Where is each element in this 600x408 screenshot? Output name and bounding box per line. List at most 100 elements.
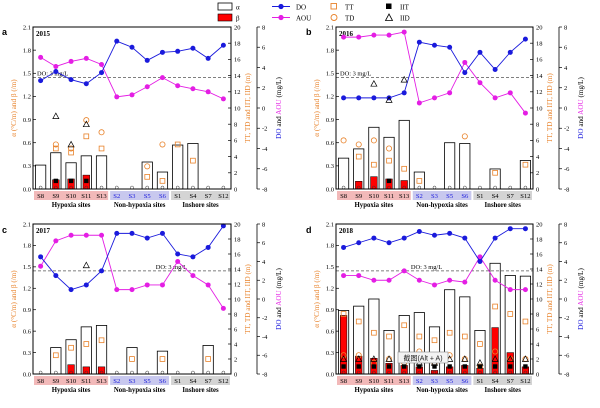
aou-point bbox=[507, 287, 513, 293]
right1-tick-label: 10 bbox=[536, 296, 543, 303]
it-point bbox=[386, 178, 392, 184]
aou-point bbox=[416, 277, 422, 283]
left-tick-label: 2.1 bbox=[326, 221, 334, 228]
site-label: S8 bbox=[37, 378, 45, 385]
iid-point bbox=[461, 355, 469, 362]
it-point bbox=[508, 364, 513, 369]
group-label: Hypoxia sites bbox=[355, 387, 394, 394]
do-threshold-label: DO: 3 mg/L bbox=[411, 264, 442, 271]
left-tick-label: 2.1 bbox=[23, 221, 31, 228]
alpha-bar bbox=[172, 144, 184, 190]
left-tick-label: 0.0 bbox=[23, 371, 31, 378]
td-point bbox=[355, 141, 362, 148]
site-group-band bbox=[110, 376, 170, 385]
aou-point bbox=[447, 277, 453, 283]
do-point bbox=[38, 78, 44, 84]
it-point bbox=[386, 364, 392, 369]
legend-beta-swatch bbox=[217, 13, 233, 22]
panel-year: 2017 bbox=[36, 227, 51, 235]
td-point bbox=[355, 352, 362, 359]
do-point bbox=[371, 95, 377, 101]
iid-point bbox=[52, 112, 60, 119]
do-point bbox=[175, 251, 181, 257]
aou-point bbox=[220, 96, 226, 102]
beta-bar bbox=[97, 366, 106, 375]
right2-tick-label: -8 bbox=[564, 371, 569, 378]
site-label: S1 bbox=[174, 193, 181, 200]
do-point bbox=[129, 230, 135, 236]
tt-point bbox=[355, 318, 362, 325]
right2-tick-label: -8 bbox=[262, 186, 267, 193]
right1-tick-label: 16 bbox=[234, 57, 241, 64]
tt-point bbox=[340, 311, 347, 317]
site-label: S1 bbox=[476, 193, 483, 200]
right1-tick-label: 10 bbox=[536, 105, 543, 112]
left-tick-label: 0.9 bbox=[23, 307, 31, 314]
aou-point bbox=[341, 273, 347, 279]
beta-bar bbox=[370, 176, 378, 190]
it-point bbox=[371, 364, 377, 369]
site-label: S2 bbox=[113, 378, 120, 385]
group-label: Non-hypoxia sites bbox=[114, 387, 166, 394]
site-label: S1 bbox=[476, 378, 483, 385]
aou-point bbox=[38, 54, 44, 60]
site-label: S5 bbox=[144, 193, 152, 200]
td-point bbox=[370, 137, 377, 144]
aou-point bbox=[401, 29, 407, 35]
right2-title-and: and bbox=[275, 306, 283, 320]
legend-tt-marker bbox=[330, 3, 337, 10]
site-group-band bbox=[34, 191, 109, 200]
aou-point bbox=[99, 61, 105, 67]
site-label: S11 bbox=[81, 378, 91, 385]
site-label: S10 bbox=[369, 193, 380, 200]
site-label: S2 bbox=[416, 193, 423, 200]
aou-point bbox=[99, 232, 105, 238]
aou-point bbox=[68, 58, 74, 64]
tt-point bbox=[522, 161, 529, 168]
right2-tick-label: 8 bbox=[262, 24, 265, 31]
site-label: S8 bbox=[340, 193, 348, 200]
site-label: S10 bbox=[369, 378, 380, 385]
right2-title-do: DO bbox=[275, 319, 283, 329]
aou-point bbox=[356, 273, 362, 279]
do-point bbox=[462, 70, 468, 76]
tt-point bbox=[68, 149, 74, 156]
right1-tick-label: 16 bbox=[536, 251, 543, 258]
site-group-band bbox=[337, 376, 411, 385]
site-label: S7 bbox=[507, 378, 515, 385]
do-point bbox=[190, 254, 196, 260]
aou-point bbox=[447, 90, 453, 96]
site-label: S7 bbox=[205, 193, 213, 200]
aou-point bbox=[477, 80, 483, 86]
right1-tick-label: 8 bbox=[536, 122, 539, 129]
aou-point bbox=[159, 75, 165, 81]
do-threshold-label: DO: 3 mg/L bbox=[340, 71, 371, 78]
tt-point bbox=[190, 157, 196, 164]
it-point bbox=[417, 364, 422, 369]
left-axis-title: α (°C/m) and β (/m) bbox=[313, 79, 321, 137]
panel-letter: b bbox=[306, 27, 312, 37]
right2-tick-label: 0 bbox=[564, 296, 567, 303]
legend-td-marker bbox=[330, 14, 338, 21]
do-point bbox=[144, 235, 150, 241]
group-label: Inshore sites bbox=[485, 202, 522, 209]
legend-tt-label: TT bbox=[345, 4, 354, 12]
right1-tick-label: 8 bbox=[234, 311, 237, 318]
right2-tick-label: 4 bbox=[564, 259, 568, 266]
alpha-bar bbox=[202, 345, 214, 375]
site-label: S6 bbox=[159, 378, 167, 385]
right1-axis-title: TT, TD and IIT, IID (m) bbox=[546, 73, 554, 143]
legend-do-label: DO bbox=[296, 4, 306, 12]
aou-point bbox=[114, 287, 120, 293]
right2-tick-label: -2 bbox=[262, 126, 267, 133]
site-label: S5 bbox=[446, 378, 454, 385]
right1-tick-label: 20 bbox=[234, 221, 241, 228]
tt-point bbox=[83, 341, 90, 347]
aou-point bbox=[432, 282, 437, 288]
aou-point bbox=[129, 287, 135, 293]
right1-tick-label: 0 bbox=[536, 371, 539, 378]
tt-point bbox=[492, 303, 498, 310]
alpha-bar bbox=[413, 171, 425, 190]
right2-tick-label: 6 bbox=[262, 45, 266, 52]
